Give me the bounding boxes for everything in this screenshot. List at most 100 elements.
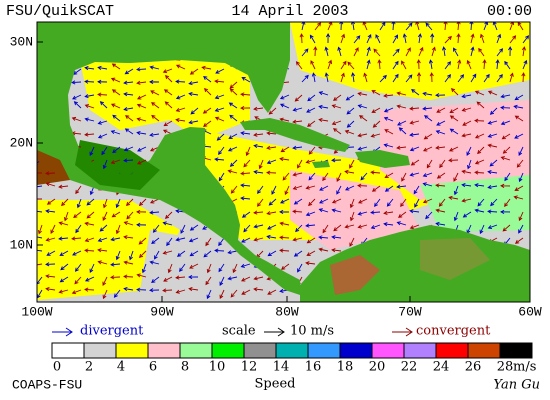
wind-arrow: [84, 169, 95, 174]
wind-arrow: [375, 237, 381, 248]
wind-arrow: [396, 145, 407, 150]
wind-arrow: [110, 275, 121, 280]
wind-arrow: [175, 143, 186, 148]
wind-arrow: [98, 50, 108, 57]
wind-arrow: [292, 237, 303, 242]
wind-arrow: [123, 235, 134, 240]
wind-arrow: [318, 159, 329, 165]
wind-arrow: [449, 107, 459, 113]
wind-arrow: [450, 276, 459, 284]
wind-arrow: [59, 128, 69, 135]
lon-label: 90W: [150, 304, 174, 319]
wind-arrow: [193, 198, 199, 208]
wind-arrow: [253, 143, 264, 149]
wind-arrow: [370, 210, 381, 215]
wind-arrow: [175, 196, 186, 201]
wind-arrow: [84, 54, 95, 59]
wind-arrow: [214, 107, 225, 112]
wind-arrow: [360, 276, 368, 285]
wind-arrow: [166, 237, 173, 247]
wind-arrow: [372, 120, 381, 128]
colorbar-box: [275, 342, 309, 359]
wind-arrow: [461, 183, 472, 188]
wind-arrow: [467, 159, 472, 170]
wind-arrow: [205, 237, 212, 247]
wind-arrow: [216, 133, 225, 141]
wind-arrow: [218, 263, 225, 273]
wind-arrow: [279, 94, 290, 100]
wind-arrow: [189, 263, 199, 269]
wind-arrow: [500, 209, 511, 214]
wind-arrow: [214, 208, 225, 213]
wind-arrow: [150, 55, 160, 62]
wind-arrow: [255, 88, 264, 96]
wind-arrow: [500, 156, 511, 161]
wind-arrow: [357, 248, 368, 253]
wind-arrow: [125, 115, 134, 122]
wind-arrow: [189, 250, 199, 257]
wind-arrow: [266, 145, 277, 150]
wind-arrow: [111, 89, 121, 96]
wind-arrow: [292, 209, 303, 214]
wind-arrow: [72, 250, 82, 256]
wind-arrow: [149, 288, 160, 293]
wind-arrow: [349, 211, 355, 222]
wind-arrow: [311, 72, 316, 83]
wind-arrow: [422, 287, 433, 293]
wind-arrow: [214, 94, 225, 100]
wind-arrow: [202, 107, 212, 114]
wind-arrow: [72, 94, 82, 100]
wind-arrow: [188, 208, 199, 213]
wind-arrow: [371, 276, 381, 283]
wind-arrow: [349, 159, 355, 169]
wind-arrow: [151, 237, 160, 245]
wind-arrow: [487, 224, 498, 230]
header-date: 14 April 2003: [231, 3, 348, 20]
wind-arrow: [45, 237, 56, 242]
wind-arrow: [401, 60, 407, 70]
wind-arrow: [125, 172, 134, 180]
wind-arrow: [227, 235, 238, 240]
wind-arrow: [241, 276, 251, 282]
lon-label: 60W: [518, 304, 542, 319]
colorbar-box: [243, 342, 277, 359]
wind-arrow: [201, 55, 212, 60]
wind-arrow: [308, 146, 316, 155]
colorbar-label: 18: [337, 360, 354, 375]
wind-arrow: [110, 237, 121, 242]
wind-arrow: [295, 224, 303, 233]
wind-arrow: [189, 224, 199, 231]
wind-arrow: [435, 93, 446, 98]
convergent-label: convergent: [416, 324, 491, 339]
wind-arrow: [253, 132, 264, 137]
wind-arrow: [71, 39, 82, 44]
wind-arrow: [515, 263, 524, 271]
wind-arrow: [149, 146, 160, 152]
wind-arrow: [461, 275, 472, 281]
wind-arrow: [175, 130, 186, 135]
wind-arrow: [59, 250, 69, 256]
wind-arrow: [188, 133, 199, 138]
wind-arrow: [332, 263, 342, 270]
wind-arrow: [97, 133, 108, 139]
wind-arrow: [363, 72, 368, 83]
wind-arrow: [313, 46, 318, 57]
wind-arrow: [461, 198, 472, 203]
wind-arrow: [124, 128, 134, 135]
wind-arrow: [306, 276, 316, 283]
convergent-arrow: [392, 327, 413, 337]
wind-arrow: [202, 224, 212, 230]
wind-arrow: [163, 185, 173, 191]
wind-arrow: [110, 29, 121, 34]
wind-arrow: [306, 237, 316, 244]
wind-arrow: [487, 90, 498, 96]
wind-arrow: [136, 103, 147, 109]
colorbar-label: 14: [273, 360, 290, 375]
wind-arrow: [320, 289, 329, 297]
wind-arrow: [482, 59, 487, 70]
wind-arrow: [45, 262, 56, 267]
wind-arrow: [59, 81, 69, 87]
wind-arrow: [280, 55, 290, 62]
wind-arrow: [71, 157, 82, 163]
wind-arrow: [163, 120, 173, 127]
